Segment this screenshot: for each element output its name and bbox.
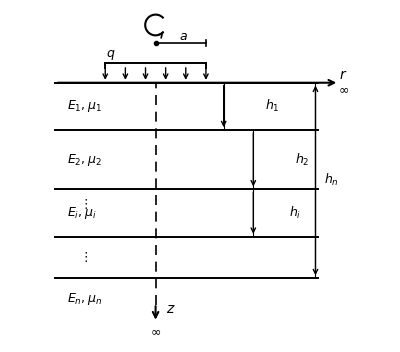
Text: $\infty$: $\infty$ xyxy=(150,325,161,338)
Text: $h_i$: $h_i$ xyxy=(289,205,301,221)
Text: $E_i, \mu_i$: $E_i, \mu_i$ xyxy=(67,205,96,221)
Text: $\vdots$: $\vdots$ xyxy=(78,250,88,264)
Text: $h_n$: $h_n$ xyxy=(324,172,339,188)
Text: $a$: $a$ xyxy=(179,30,188,43)
Text: $h_1$: $h_1$ xyxy=(265,98,280,114)
Text: $h_2$: $h_2$ xyxy=(295,152,309,168)
Text: $E_n, \mu_n$: $E_n, \mu_n$ xyxy=(67,291,102,307)
Text: $E_1, \mu_1$: $E_1, \mu_1$ xyxy=(67,99,102,114)
Text: $r$: $r$ xyxy=(340,68,348,82)
Text: $\vdots$: $\vdots$ xyxy=(78,197,88,211)
Text: $\infty$: $\infty$ xyxy=(338,84,349,97)
Text: $z$: $z$ xyxy=(166,302,176,316)
Text: $q$: $q$ xyxy=(106,48,116,62)
Text: $E_2, \mu_2$: $E_2, \mu_2$ xyxy=(67,152,102,168)
